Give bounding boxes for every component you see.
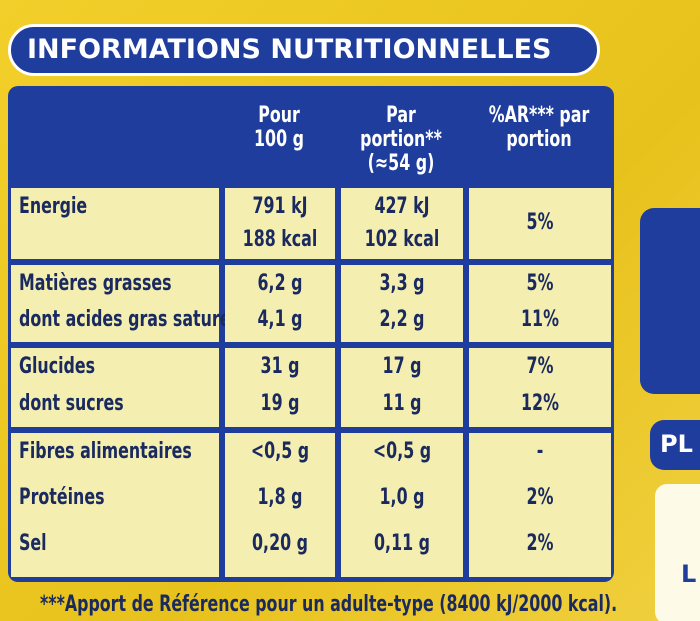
cell-value: 11% [521,306,559,332]
cell-value: 1,8 g [257,485,303,510]
table-cell: - 2% 2% [469,433,611,577]
cell-value: 102 kcal [364,226,440,252]
table-cell: <0,5 g 1,8 g 0,20 g [225,433,335,577]
table-cell: 17 g 11 g [341,348,463,427]
nutrition-table: Pour 100 g Par portion** (≈54 g) %AR*** pa… [8,86,614,582]
cell-value: 1,0 g [379,485,425,510]
cell-value: 12% [521,390,559,416]
title-banner: INFORMATIONS NUTRITIONNELLES [8,24,600,76]
row-label: Protéines [19,485,105,510]
column-header: %AR*** par portion [488,103,590,152]
cell-value: 0,11 g [374,531,430,556]
table-cell: 6,2 g 4,1 g [225,265,335,342]
cell-value: 2,2 g [379,306,425,332]
cell-value: - [536,439,544,464]
title: INFORMATIONS NUTRITIONNELLES [27,34,552,65]
cell-value: 3,3 g [379,271,425,296]
cell-value: 2% [526,485,554,510]
cell-value: 19 g [260,390,300,416]
cell-value: 427 kJ [374,194,430,219]
row-label: dont acides gras saturés [19,306,240,332]
row-label: Matières grasses [19,271,172,296]
footnote: ***Apport de Référence pour un adulte-ty… [40,592,618,617]
cell-value: 0,20 g [252,531,308,556]
column-header: Pour 100 g [254,103,304,152]
table-cell: Matières grasses dont acides gras saturés [11,265,240,342]
table-cell: Energie [11,188,219,259]
cell-value: 188 kcal [242,226,318,252]
table-cell: 3,3 g 2,2 g [341,265,463,342]
side-button: PL [650,420,700,470]
cell-value: 5% [526,271,554,296]
row-label: Energie [19,194,88,219]
cell-value: <0,5 g [372,439,432,464]
side-label: PL [660,430,693,458]
cell-value: 7% [526,354,554,379]
side-label: L [681,560,697,588]
table-cell: 791 kJ 188 kcal [225,188,335,259]
table-cell: 31 g 19 g [225,348,335,427]
cell-value: 31 g [260,354,300,379]
row-label: dont sucres [19,390,124,416]
cell-value: <0,5 g [250,439,310,464]
row-label: Fibres alimentaires [19,439,192,464]
row-label: Glucides [19,354,96,379]
table-cell: 5% 11% [469,265,611,342]
row-label: Sel [19,531,47,556]
table-cell: 7% 12% [469,348,611,427]
cell-value: 2% [526,531,554,556]
table-cell: 5% [469,188,611,259]
table-cell: Glucides dont sucres [11,348,219,427]
cell-value: 11 g [382,390,422,416]
cell-value: 5% [526,209,554,235]
cell-value: 791 kJ [252,194,308,219]
side-panel [640,208,700,394]
cell-value: 4,1 g [257,306,303,332]
side-card: L [655,484,700,621]
cell-value: 6,2 g [257,271,303,296]
table-cell: Fibres alimentaires Protéines Sel [11,433,219,577]
table-cell: 427 kJ 102 kcal [341,188,463,259]
column-header: Par portion** (≈54 g) [360,103,442,176]
table-cell: <0,5 g 1,0 g 0,11 g [341,433,463,577]
cell-value: 17 g [382,354,422,379]
